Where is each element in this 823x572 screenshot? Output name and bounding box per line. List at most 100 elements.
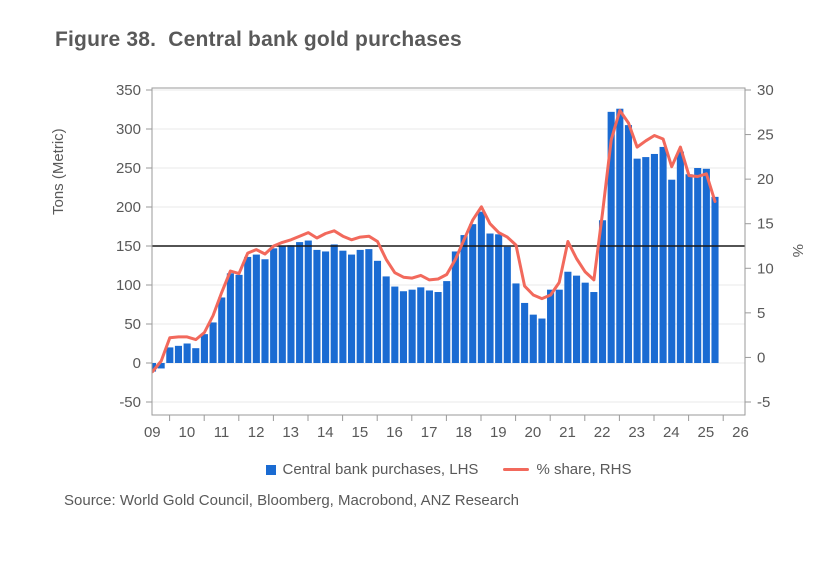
svg-text:23: 23 (628, 424, 645, 441)
bar-2015Q3 (365, 249, 373, 363)
svg-text:14: 14 (317, 424, 334, 441)
bar-2025Q1 (694, 168, 702, 363)
bar-2010Q3 (192, 348, 200, 363)
legend-line-swatch-icon (503, 468, 530, 471)
bar-2011Q1 (209, 322, 217, 363)
bar-2013Q3 (296, 242, 304, 363)
svg-text:15: 15 (352, 424, 369, 441)
svg-text:20: 20 (757, 171, 774, 188)
bar-2016Q3 (399, 291, 408, 363)
y-axis-left: -50 0 50 100 150 200 250 300 350 (116, 82, 152, 411)
svg-text:26: 26 (732, 424, 749, 441)
bar-2021Q3 (573, 275, 581, 363)
bar-2021Q2 (564, 271, 572, 363)
svg-text:22: 22 (594, 424, 611, 441)
bar-2013Q2 (287, 245, 295, 363)
svg-text:21: 21 (559, 424, 576, 441)
bar-2010Q4 (200, 334, 208, 363)
bar-2017Q4 (443, 281, 451, 363)
bar-2011Q2 (218, 297, 226, 363)
legend-bar-label: Central bank purchases, LHS (282, 461, 479, 478)
bar-2018Q1 (451, 251, 459, 363)
bar-2012Q3 (261, 259, 269, 363)
svg-text:15: 15 (757, 216, 774, 233)
bar-2011Q4 (235, 274, 243, 363)
bar-2014Q1 (313, 249, 321, 363)
bar-2009Q2 (152, 363, 157, 372)
bar-2013Q4 (304, 240, 312, 363)
legend: Central bank purchases, LHS % share, RHS (152, 461, 745, 478)
bar-2014Q4 (339, 250, 347, 363)
svg-text:17: 17 (421, 424, 438, 441)
svg-text:-5: -5 (757, 394, 770, 411)
bar-2018Q2 (460, 235, 468, 363)
bar-2019Q1 (486, 233, 494, 363)
bar-2024Q3 (676, 151, 684, 363)
bar-2019Q4 (512, 283, 520, 363)
svg-text:25: 25 (698, 424, 715, 441)
bar-2016Q1 (382, 276, 390, 363)
bar-2012Q2 (252, 254, 260, 363)
bar-2015Q2 (356, 249, 364, 363)
bar-2022Q4 (616, 108, 624, 363)
legend-bar-swatch-icon (265, 464, 276, 475)
svg-text:19: 19 (490, 424, 507, 441)
y-axis-right: -5 0 5 10 15 20 25 30 (745, 82, 774, 411)
bar-2024Q2 (668, 179, 676, 363)
line-series-percent-share (152, 109, 717, 374)
svg-text:20: 20 (525, 424, 542, 441)
bar-2025Q2 (702, 168, 710, 363)
bar-2010Q2 (183, 343, 191, 363)
svg-text:16: 16 (386, 424, 403, 441)
bar-2015Q4 (373, 260, 382, 363)
bar-2023Q2 (633, 158, 641, 363)
svg-text:250: 250 (116, 160, 141, 177)
bar-2023Q1 (624, 125, 633, 363)
bar-2012Q4 (270, 248, 278, 363)
bar-2020Q4 (547, 289, 555, 363)
bar-2020Q1 (521, 302, 529, 363)
bar-2009Q4 (166, 347, 174, 363)
svg-text:0: 0 (133, 355, 141, 372)
bar-2023Q3 (642, 157, 650, 363)
svg-text:10: 10 (179, 424, 196, 441)
svg-text:13: 13 (282, 424, 299, 441)
svg-text:50: 50 (124, 316, 141, 333)
svg-text:200: 200 (116, 199, 141, 216)
x-axis: 09 10 11 12 13 14 15 16 17 18 19 20 21 22 23 24 25 26 (144, 415, 749, 441)
svg-text:300: 300 (116, 121, 141, 138)
bar-2022Q2 (598, 220, 607, 363)
bar-2016Q4 (408, 289, 416, 363)
bar-2011Q3 (226, 273, 234, 363)
bar-2019Q3 (503, 246, 511, 363)
svg-text:12: 12 (248, 424, 265, 441)
bar-2024Q1 (659, 146, 667, 363)
bar-2017Q1 (417, 287, 425, 363)
bar-2013Q1 (278, 246, 286, 363)
figure-title: Figure 38. Central bank gold purchases (55, 28, 462, 51)
bar-series-central-bank-purchases (152, 108, 719, 372)
svg-text:11: 11 (214, 424, 230, 441)
bar-2015Q1 (347, 254, 356, 363)
svg-text:10: 10 (757, 260, 774, 277)
svg-text:100: 100 (116, 277, 141, 294)
bar-2016Q2 (391, 286, 399, 363)
bar-2022Q3 (607, 111, 615, 363)
bar-2021Q1 (555, 289, 563, 363)
bar-2012Q1 (244, 256, 252, 363)
svg-text:-50: -50 (119, 394, 141, 411)
bar-2023Q4 (650, 153, 658, 363)
svg-text:30: 30 (757, 82, 774, 99)
bar-2010Q1 (174, 345, 183, 363)
bar-2014Q3 (330, 244, 338, 363)
source-note: Source: World Gold Council, Bloomberg, M… (64, 492, 519, 509)
svg-text:25: 25 (757, 127, 774, 144)
bar-2018Q3 (469, 224, 477, 363)
svg-text:09: 09 (144, 424, 161, 441)
svg-text:5: 5 (757, 305, 765, 322)
svg-text:0: 0 (757, 349, 765, 366)
svg-text:150: 150 (116, 238, 141, 255)
plot-frame (151, 87, 746, 416)
svg-text:18: 18 (455, 424, 472, 441)
